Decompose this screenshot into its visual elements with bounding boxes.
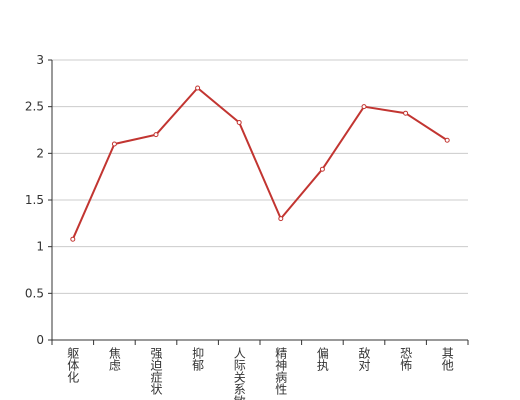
x-tick-label: 偏执: [315, 346, 329, 372]
point: [278, 216, 284, 222]
x-tick-label: 焦虑: [107, 347, 121, 371]
y-tick-label: 2: [36, 146, 44, 160]
x-tick-label: 强迫症状: [149, 347, 163, 395]
point: [111, 141, 117, 147]
point: [195, 85, 201, 91]
point: [70, 236, 76, 242]
point: [444, 137, 450, 143]
x-tick-label: 精神病性: [274, 347, 288, 396]
y-tick-label: 0.5: [25, 286, 44, 300]
point: [236, 120, 242, 126]
x-tick-label: 敌对: [357, 346, 371, 371]
point: [361, 104, 367, 110]
x-tick-label: 人际关系敏感: [232, 347, 246, 400]
y-tick-label: 2.5: [25, 100, 44, 114]
point: [319, 166, 325, 172]
point: [153, 132, 159, 138]
y-tick-label: 1: [36, 240, 44, 254]
y-tick-label: 0: [36, 333, 44, 347]
x-tick-label: 躯体化: [66, 346, 80, 384]
x-tick-label: 恐怖: [399, 347, 413, 371]
line: [71, 86, 448, 240]
x-tick-label: 抑郁: [191, 346, 205, 372]
y-tick-label: 1.5: [25, 193, 44, 207]
x-tick-label: 其他: [440, 347, 454, 371]
point: [403, 110, 409, 116]
y-tick-label: 3: [36, 53, 44, 67]
